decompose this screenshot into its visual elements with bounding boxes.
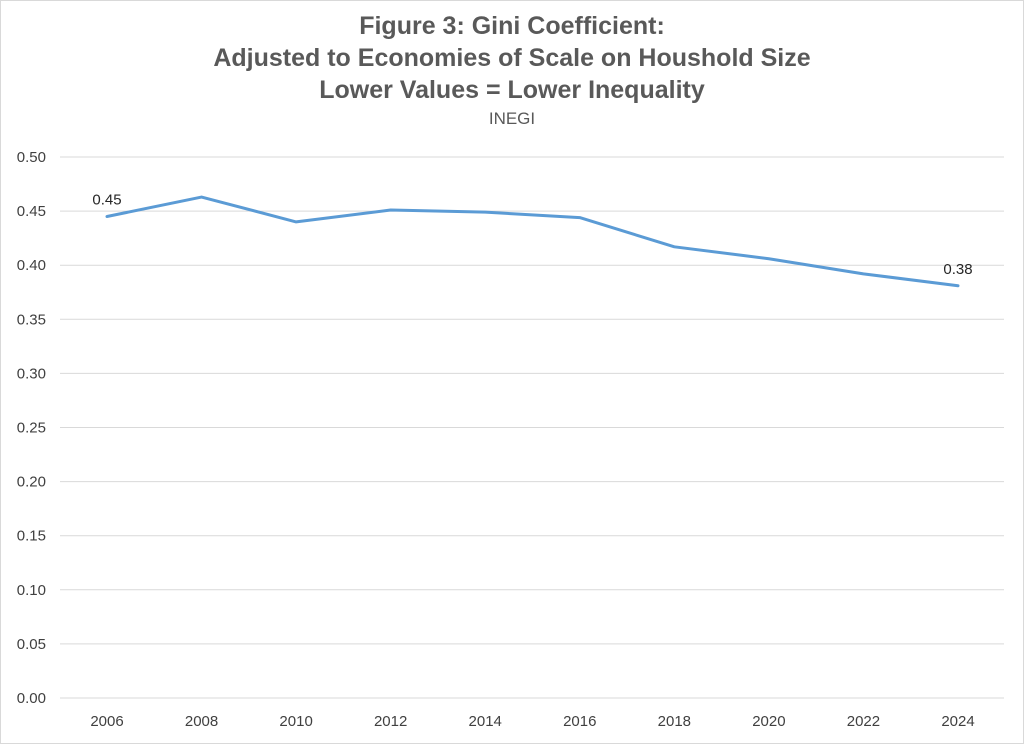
y-tick-label: 0.40 bbox=[17, 257, 46, 274]
y-tick-label: 0.25 bbox=[17, 420, 46, 437]
y-tick-label: 0.30 bbox=[17, 365, 46, 382]
chart-title-block: Figure 3: Gini Coefficient: Adjusted to … bbox=[0, 10, 1024, 130]
series-line bbox=[105, 195, 960, 288]
data-labels: 0.45 0.38 bbox=[92, 192, 972, 278]
x-tick-label: 2024 bbox=[941, 713, 974, 730]
x-tick-label: 2016 bbox=[563, 713, 596, 730]
series-lines bbox=[105, 195, 960, 288]
x-tick-label: 2018 bbox=[658, 713, 691, 730]
data-label: 0.45 bbox=[92, 192, 121, 209]
x-tick-label: 2006 bbox=[90, 713, 123, 730]
chart-title-line-1: Figure 3: Gini Coefficient: bbox=[359, 12, 665, 40]
y-tick-label: 0.15 bbox=[17, 528, 46, 545]
y-tick-label: 0.00 bbox=[17, 690, 46, 707]
chart-title-line-3: Lower Values = Lower Inequality bbox=[319, 76, 705, 104]
x-tick-label: 2012 bbox=[374, 713, 407, 730]
y-tick-label: 0.50 bbox=[17, 149, 46, 166]
y-tick-label: 0.20 bbox=[17, 474, 46, 491]
y-tick-label: 0.35 bbox=[17, 311, 46, 328]
gridlines bbox=[60, 156, 1004, 699]
chart-subtitle: INEGI bbox=[488, 109, 536, 128]
x-tick-label: 2010 bbox=[279, 713, 312, 730]
x-tick-label: 2014 bbox=[469, 713, 502, 730]
chart-title-line-2: Adjusted to Economies of Scale on Housho… bbox=[213, 44, 811, 72]
x-tick-label: 2022 bbox=[847, 713, 880, 730]
x-axis-tick-labels: 2006 2008 2010 2012 2014 2016 2018 2020 2022 2024 bbox=[90, 713, 974, 730]
data-label: 0.38 bbox=[943, 261, 972, 278]
y-tick-label: 0.10 bbox=[17, 582, 46, 599]
y-tick-label: 0.45 bbox=[17, 203, 46, 220]
x-tick-label: 2020 bbox=[752, 713, 785, 730]
y-axis-tick-labels: 0.00 0.05 0.10 0.15 0.20 0.25 0.30 0.35 0.40 0.45… bbox=[17, 149, 46, 707]
y-tick-label: 0.05 bbox=[17, 636, 46, 653]
x-tick-label: 2008 bbox=[185, 713, 218, 730]
